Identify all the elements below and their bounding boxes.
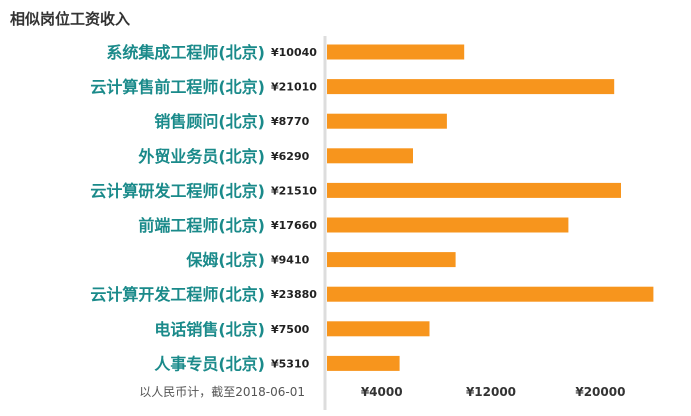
category-labels: 系统集成工程师(北京) 云计算售前工程师(北京) 销售顾问(北京) 外贸业务员(北京)… [90,43,265,373]
value-label: ¥21510 [271,184,317,197]
category-label: 系统集成工程师(北京) [106,43,265,62]
bar[interactable] [327,217,569,233]
category-label: 云计算售前工程师(北京) [90,78,265,97]
bar[interactable] [327,113,447,129]
bar[interactable] [327,148,413,164]
value-label: ¥6290 [271,150,310,163]
x-axis-ticks: ¥4000 ¥12000 ¥20000 [361,385,626,399]
value-label: ¥9410 [271,254,310,267]
value-label: ¥5310 [271,357,310,370]
category-label: 云计算研发工程师(北京) [90,181,265,200]
value-label: ¥23880 [271,288,317,301]
category-label: 销售顾问(北京) [154,112,265,131]
value-label: ¥7500 [271,323,310,336]
x-tick-label: ¥12000 [466,385,516,399]
value-labels: ¥10040 ¥21010 ¥8770 ¥6290 ¥21510 ¥17660 ¥9410 ¥… [271,46,317,370]
bar[interactable] [327,182,621,198]
category-label: 保姆(北京) [185,251,265,270]
value-label: ¥10040 [271,46,317,59]
bar[interactable] [327,44,465,60]
x-tick-label: ¥20000 [575,385,625,399]
bars [327,44,654,371]
value-label: ¥8770 [271,115,310,128]
category-label: 云计算开发工程师(北京) [90,285,265,304]
bar[interactable] [327,286,654,302]
value-label: ¥17660 [271,219,317,232]
category-label: 外贸业务员(北京) [137,147,265,166]
category-label: 电话销售(北京) [154,320,265,339]
currency-note: 以人民币计，截至2018-06-01 [139,385,305,399]
bar[interactable] [327,355,400,371]
bar[interactable] [327,252,456,268]
x-tick-label: ¥4000 [361,385,403,399]
bar[interactable] [327,321,430,337]
category-label: 人事专员(北京) [154,354,265,373]
bar[interactable] [327,79,615,95]
category-label: 前端工程师(北京) [138,216,265,235]
value-label: ¥21010 [271,81,317,94]
chart-title: 相似岗位工资收入 [10,10,131,28]
